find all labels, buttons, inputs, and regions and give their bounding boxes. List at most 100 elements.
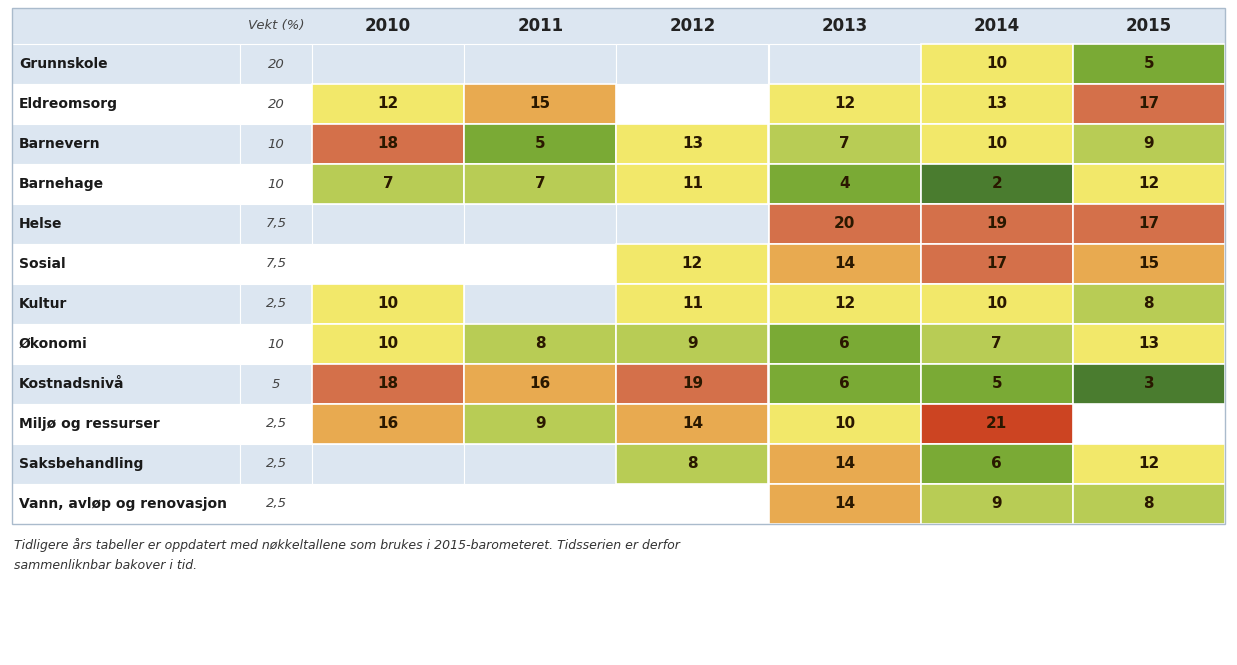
Text: 7: 7 (839, 136, 850, 152)
Text: Miljø og ressurser: Miljø og ressurser (19, 417, 160, 431)
Bar (768, 484, 920, 524)
Text: 12: 12 (682, 257, 703, 271)
Text: Tidligere års tabeller er oppdatert med nøkkeltallene som brukes i 2015-baromete: Tidligere års tabeller er oppdatert med … (14, 538, 680, 572)
Text: 13: 13 (1138, 336, 1159, 352)
Bar (312, 364, 464, 404)
Text: 17: 17 (986, 257, 1007, 271)
Bar (1072, 284, 1225, 324)
Text: Barnevern: Barnevern (19, 137, 100, 151)
Text: Eldreomsorg: Eldreomsorg (19, 97, 118, 111)
Bar (616, 84, 768, 124)
Bar (464, 204, 616, 244)
Bar (240, 284, 312, 324)
Bar (12, 444, 240, 484)
Text: 16: 16 (377, 416, 398, 432)
Bar (616, 324, 768, 364)
Text: 7: 7 (534, 176, 546, 192)
Bar (1072, 44, 1225, 84)
Text: 2010: 2010 (365, 17, 411, 35)
Bar (1072, 164, 1225, 204)
Text: 2,5: 2,5 (266, 458, 287, 471)
Bar (240, 164, 312, 204)
Bar (464, 284, 616, 324)
Text: 12: 12 (1138, 456, 1159, 471)
Text: 21: 21 (986, 416, 1007, 432)
Text: 10: 10 (986, 57, 1007, 72)
Bar (920, 284, 1072, 324)
Text: Kostnadsnivå: Kostnadsnivå (19, 377, 125, 391)
Text: 14: 14 (834, 456, 855, 471)
Bar (12, 324, 240, 364)
Bar (12, 284, 240, 324)
Bar (12, 8, 1225, 524)
Text: 14: 14 (834, 497, 855, 511)
Text: 7: 7 (382, 176, 393, 192)
Bar (768, 44, 920, 84)
Text: 13: 13 (986, 96, 1007, 112)
Text: 20: 20 (267, 98, 285, 110)
Bar (12, 84, 240, 124)
Text: 3: 3 (1143, 376, 1154, 392)
Bar (920, 204, 1072, 244)
Text: Grunnskole: Grunnskole (19, 57, 108, 71)
Text: Vekt (%): Vekt (%) (247, 19, 304, 33)
Text: 10: 10 (986, 297, 1007, 311)
Text: 5: 5 (272, 378, 281, 390)
Bar (616, 404, 768, 444)
Bar (1072, 244, 1225, 284)
Text: 2014: 2014 (974, 17, 1019, 35)
Text: 4: 4 (839, 176, 850, 192)
Bar (920, 84, 1072, 124)
Text: Økonomi: Økonomi (19, 337, 88, 351)
Bar (920, 44, 1072, 84)
Text: 2015: 2015 (1126, 17, 1171, 35)
Text: 10: 10 (377, 336, 398, 352)
Bar (616, 284, 768, 324)
Bar (616, 484, 768, 524)
Text: 12: 12 (377, 96, 398, 112)
Text: 8: 8 (534, 336, 546, 352)
Bar (1072, 204, 1225, 244)
Text: 18: 18 (377, 376, 398, 392)
Text: 9: 9 (991, 497, 1002, 511)
Bar (464, 164, 616, 204)
Bar (12, 364, 240, 404)
Text: 5: 5 (1143, 57, 1154, 72)
Text: 7,5: 7,5 (266, 257, 287, 271)
Bar (768, 84, 920, 124)
Bar (768, 444, 920, 484)
Text: 2: 2 (991, 176, 1002, 192)
Bar (768, 284, 920, 324)
Text: Barnehage: Barnehage (19, 177, 104, 191)
Text: 2,5: 2,5 (266, 297, 287, 311)
Bar (920, 324, 1072, 364)
Text: 9: 9 (534, 416, 546, 432)
Bar (312, 444, 464, 484)
Bar (240, 204, 312, 244)
Bar (240, 124, 312, 164)
Text: 10: 10 (377, 297, 398, 311)
Bar (12, 124, 240, 164)
Text: 14: 14 (834, 257, 855, 271)
Bar (1072, 124, 1225, 164)
Text: 5: 5 (991, 376, 1002, 392)
Bar (464, 124, 616, 164)
Text: 20: 20 (834, 217, 855, 231)
Text: 6: 6 (839, 336, 850, 352)
Bar (240, 444, 312, 484)
Text: 8: 8 (687, 456, 698, 471)
Bar (312, 124, 464, 164)
Bar (312, 484, 464, 524)
Bar (616, 164, 768, 204)
Bar (920, 484, 1072, 524)
Text: 8: 8 (1143, 297, 1154, 311)
Bar (12, 204, 240, 244)
Text: 12: 12 (834, 96, 855, 112)
Text: Saksbehandling: Saksbehandling (19, 457, 143, 471)
Text: 8: 8 (1143, 497, 1154, 511)
Bar (240, 84, 312, 124)
Text: 2011: 2011 (517, 17, 563, 35)
Bar (464, 44, 616, 84)
Text: 11: 11 (682, 297, 703, 311)
Bar (312, 164, 464, 204)
